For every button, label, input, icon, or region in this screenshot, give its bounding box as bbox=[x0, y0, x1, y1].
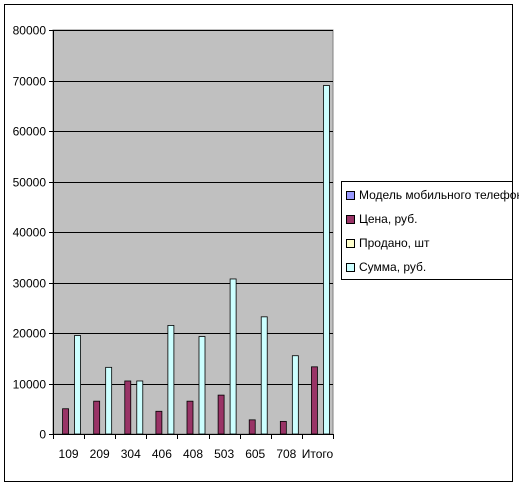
y-tick-label-70000: 70000 bbox=[13, 75, 47, 89]
y-tick-label-80000: 80000 bbox=[13, 24, 47, 38]
bar-series1-408 bbox=[186, 400, 194, 435]
bar-series1-304 bbox=[124, 380, 132, 435]
x-tick-label-109: 109 bbox=[59, 447, 79, 461]
x-tick-label-Итого: Итого bbox=[302, 447, 334, 461]
x-tick-label-304: 304 bbox=[121, 447, 141, 461]
y-tick-label-10000: 10000 bbox=[13, 378, 47, 392]
x-tick-label-503: 503 bbox=[214, 447, 234, 461]
y-tick-label-60000: 60000 bbox=[13, 125, 47, 139]
bar-series3-406 bbox=[167, 325, 175, 435]
bar-series3-605 bbox=[260, 316, 268, 435]
y-tick-label-20000: 20000 bbox=[13, 327, 47, 341]
legend-label-price: Цена, руб. bbox=[359, 212, 418, 226]
bar-series3-408 bbox=[198, 336, 206, 435]
x-tick-label-708: 708 bbox=[276, 447, 296, 461]
x-tick-label-605: 605 bbox=[245, 447, 265, 461]
bar-series3-708 bbox=[291, 355, 299, 435]
x-tick-label-406: 406 bbox=[152, 447, 172, 461]
legend-swatch-model bbox=[346, 190, 355, 200]
bar-series3-304 bbox=[136, 380, 144, 435]
bar-series1-Итого bbox=[311, 366, 318, 435]
chart-legend: Модель мобильного телефона Цена, руб. Пр… bbox=[341, 181, 519, 280]
y-tick-label-40000: 40000 bbox=[13, 226, 47, 240]
bar-series1-209 bbox=[93, 400, 101, 435]
legend-item-model: Модель мобильного телефона bbox=[346, 187, 519, 203]
y-tick-label-30000: 30000 bbox=[13, 277, 47, 291]
legend-swatch-sum bbox=[346, 262, 355, 272]
bar-series3-Итого bbox=[323, 85, 330, 435]
bar-series1-109 bbox=[62, 408, 69, 435]
legend-item-sum: Сумма, руб. bbox=[346, 259, 426, 275]
legend-item-sold: Продано, шт bbox=[346, 235, 429, 251]
bar-series1-605 bbox=[248, 419, 256, 435]
x-tick-label-209: 209 bbox=[90, 447, 110, 461]
bar-series1-708 bbox=[279, 420, 287, 435]
legend-item-price: Цена, руб. bbox=[346, 211, 417, 227]
legend-label-sum: Сумма, руб. bbox=[359, 260, 427, 274]
x-tick-label-408: 408 bbox=[183, 447, 203, 461]
bar-series3-109 bbox=[74, 335, 81, 435]
bar-series1-503 bbox=[217, 394, 225, 435]
bar-series3-503 bbox=[229, 278, 237, 435]
legend-label-sold: Продано, шт bbox=[359, 236, 430, 250]
legend-label-model: Модель мобильного телефона bbox=[359, 188, 519, 202]
bar-series3-209 bbox=[105, 366, 113, 435]
y-tick-label-50000: 50000 bbox=[13, 176, 47, 190]
legend-swatch-sold bbox=[346, 238, 355, 248]
y-tick-label-0: 0 bbox=[39, 428, 46, 442]
legend-swatch-price bbox=[346, 214, 355, 224]
bar-series1-406 bbox=[155, 410, 163, 435]
